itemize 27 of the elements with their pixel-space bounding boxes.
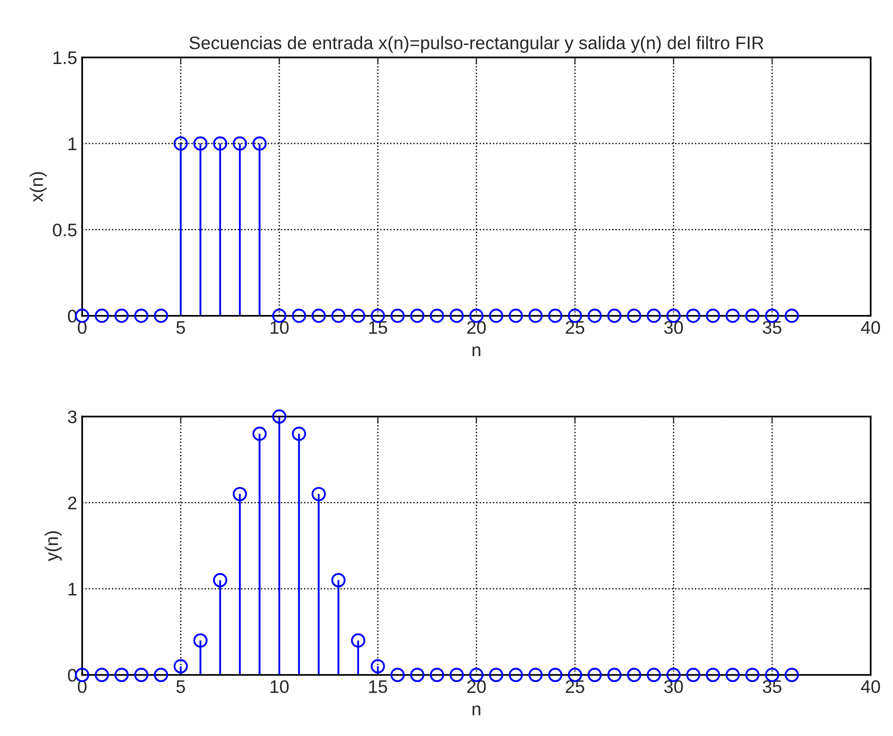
x-tick-label: 40 [861,680,880,694]
y-axis-title: y(n) [44,531,62,562]
x-tick-label: 5 [176,680,185,694]
x-tick-label: 25 [566,321,584,334]
y-tick-label: 2 [68,496,76,510]
x-tick-label: 15 [369,680,388,694]
x-tick-label: 20 [467,680,486,694]
x-axis-title: n [472,346,480,356]
y-axis-title: x(n) [30,172,47,202]
x-tick-label: 30 [664,680,683,694]
y-tick-label: 1.5 [54,52,77,64]
y-tick-label: 3 [68,410,76,424]
x-tick-label: 10 [270,680,289,694]
x-tick-label: 40 [861,321,880,334]
x-tick-label: 35 [762,321,782,334]
x-tick-label: 10 [270,321,289,334]
chart-title: Secuencias de entrada x(n)=pulso-rectangular y salida y(n) del filtro FIR [189,36,764,53]
x-tick-label: 5 [176,321,185,334]
y-tick-label: 0.5 [52,224,77,236]
x-tick-label: 35 [762,680,782,694]
y-tick-label: 1 [68,582,76,596]
x-tick-label: 30 [664,321,683,334]
x-tick-label: 15 [369,321,388,334]
y-tick-label: 1 [68,138,76,150]
x-tick-label: 20 [467,321,486,334]
x-axis-title: n [472,706,480,716]
x-tick-label: 25 [566,680,584,694]
